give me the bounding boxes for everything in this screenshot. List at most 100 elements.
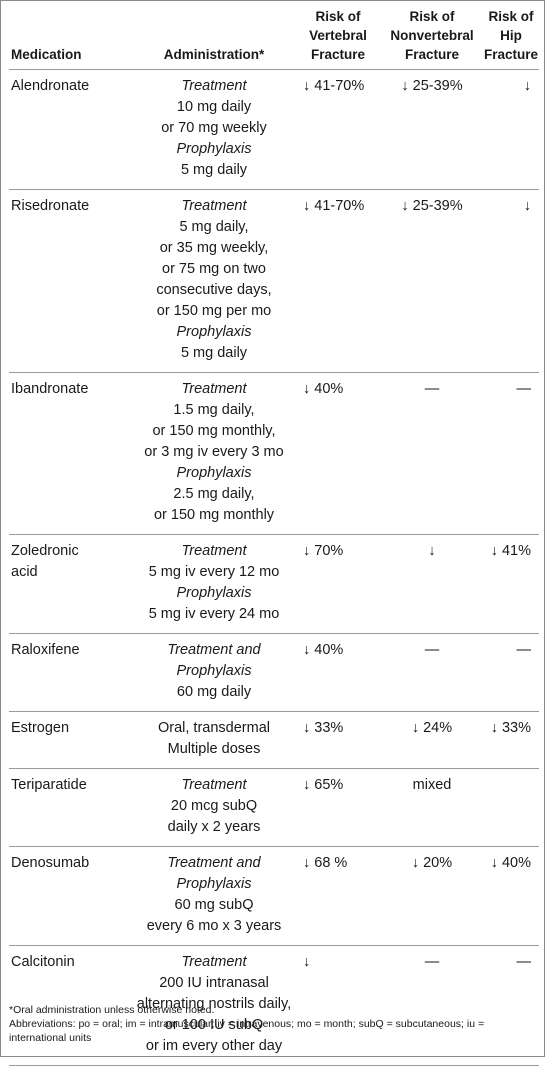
vertebral-risk-value: ↓ 70% (295, 534, 381, 634)
nonvertebral-risk-value: ↓ 24% (381, 711, 483, 769)
table-row: Teriparatide Treatment 20 mcg subQ daily x … (9, 768, 539, 847)
administration-dose: consecutive days, (156, 282, 272, 298)
vertebral-risk-value: ↓ 40% (295, 372, 381, 535)
table-row: Ibandronate Treatment 1.5 mg daily, or 150 … (9, 372, 539, 535)
medication-name: Teriparatide (9, 768, 133, 847)
medication-name: Denosumab (9, 846, 133, 946)
hip-risk-value: ↓ 40% (483, 846, 539, 946)
medication-name-line: Ibandronate (11, 381, 89, 397)
administration-cell: Treatment 1.5 mg daily, or 150 mg monthly,… (133, 372, 295, 535)
table-row: Risedronate Treatment 5 mg daily, or 35 mg … (9, 189, 539, 373)
administration-dose: 10 mg daily (176, 99, 252, 115)
administration-cell: Treatment 20 mcg subQ daily x 2 years (133, 768, 295, 847)
table-row: Alendronate Treatment 10 mg daily or 70 mg … (9, 69, 539, 190)
footnote-oral: *Oral administration unless otherwise no… (9, 1004, 215, 1016)
administration-heading: Treatment (181, 198, 247, 214)
vertebral-risk-value: ↓ 33% (295, 711, 381, 769)
medication-name-line: Zoledronic (11, 543, 79, 559)
administration-dose: or 150 mg monthly, (152, 423, 276, 439)
administration-dose: or 3 mg iv every 3 mo (144, 444, 284, 460)
table-row: Denosumab Treatment and Prophylaxis 60 mg s… (9, 846, 539, 946)
nonvertebral-risk-value: ↓ (381, 534, 483, 634)
administration-heading: Treatment (181, 543, 247, 559)
administration-cell: Treatment and Prophylaxis 60 mg subQ every … (133, 846, 295, 946)
medication-name-line: Risedronate (11, 198, 90, 214)
nonvertebral-risk-value: mixed (381, 768, 483, 847)
nonvertebral-risk-value: — (381, 633, 483, 712)
nonvertebral-risk-value: — (381, 945, 483, 1066)
hip-risk-value: — (483, 945, 539, 1066)
header-row: Medication Administration* Risk of Verte… (9, 7, 539, 70)
medication-name: Calcitonin (9, 945, 133, 1066)
vertebral-risk-value: ↓ 41-70% (295, 69, 381, 190)
administration-dose: 60 mg subQ (174, 897, 254, 913)
administration-dose: 60 mg daily (176, 684, 252, 700)
nonvertebral-risk-value: ↓ 25-39% (381, 69, 483, 190)
administration-dose: every 6 mo x 3 years (146, 918, 282, 934)
medication-name: Estrogen (9, 711, 133, 769)
medication-name-line: acid (11, 564, 38, 580)
medication-name-line: Estrogen (11, 720, 70, 736)
administration-dose: or 100 IU subQ (164, 1017, 264, 1033)
administration-dose: or 35 mg weekly, (159, 240, 269, 256)
header-vertebral-risk: Risk of Vertebral Fracture (295, 7, 381, 70)
nonvertebral-risk-value: ↓ 25-39% (381, 189, 483, 373)
table-row: Zoledronic acid Treatment 5 mg iv every 12 … (9, 534, 539, 634)
nonvertebral-risk-value: ↓ 20% (381, 846, 483, 946)
medication-name: Alendronate (9, 69, 133, 190)
hip-risk-value: ↓ (483, 69, 539, 190)
hip-risk-value: — (483, 633, 539, 712)
administration-dose: or 150 mg monthly (153, 507, 275, 523)
administration-dose: 1.5 mg daily, (173, 402, 255, 418)
header-medication: Medication (9, 7, 133, 70)
administration-heading: Treatment (181, 381, 247, 397)
administration-dose: daily x 2 years (167, 819, 261, 835)
vertebral-risk-value: ↓ 40% (295, 633, 381, 712)
administration-heading: Prophylaxis (176, 324, 252, 340)
table-body: Alendronate Treatment 10 mg daily or 70 mg … (9, 69, 539, 1066)
administration-dose: alternating nostrils daily, (136, 996, 292, 1012)
table-row: Raloxifene Treatment and Prophylaxis 60 mg … (9, 633, 539, 712)
administration-dose: 5 mg iv every 24 mo (148, 606, 280, 622)
medication-name-line: Denosumab (11, 855, 90, 871)
administration-dose: Multiple doses (167, 741, 261, 757)
administration-heading: Prophylaxis (176, 141, 252, 157)
vertebral-risk-value: ↓ 68 % (295, 846, 381, 946)
administration-dose: 5 mg daily (180, 345, 248, 361)
administration-cell: Treatment 10 mg daily or 70 mg weekly Proph… (133, 69, 295, 190)
administration-heading: Prophylaxis (176, 876, 252, 892)
administration-heading: Treatment (181, 78, 247, 94)
administration-dose: or 150 mg per mo (156, 303, 272, 319)
hip-risk-value: ↓ 41% (483, 534, 539, 634)
header-nonvertebral-risk: Risk of Nonvertebral Fracture (381, 7, 483, 70)
medication-name: Risedronate (9, 189, 133, 373)
header-hip-risk: Risk of Hip Fracture (483, 7, 539, 70)
medication-name: Zoledronic acid (9, 534, 133, 634)
administration-dose: 5 mg daily (180, 162, 248, 178)
administration-heading: Treatment (181, 777, 247, 793)
nonvertebral-risk-value: — (381, 372, 483, 535)
header-administration: Administration* (133, 7, 295, 70)
administration-heading: Prophylaxis (176, 663, 252, 679)
medication-name: Ibandronate (9, 372, 133, 535)
administration-cell: Oral, transdermal Multiple doses (133, 711, 295, 769)
administration-dose: 200 IU intranasal (159, 975, 269, 991)
administration-dose: 5 mg daily, (179, 219, 249, 235)
medication-name: Raloxifene (9, 633, 133, 712)
administration-cell: Treatment 5 mg iv every 12 mo Prophylaxis 5… (133, 534, 295, 634)
administration-dose: or 75 mg on two (162, 261, 266, 277)
administration-heading: Prophylaxis (176, 465, 252, 481)
administration-dose: or im every other day (145, 1038, 283, 1054)
hip-risk-value: — (483, 372, 539, 535)
administration-cell: Treatment 5 mg daily, or 35 mg weekly, or 7… (133, 189, 295, 373)
medication-name-line: Raloxifene (11, 642, 80, 658)
administration-dose: Oral, transdermal (157, 720, 270, 736)
hip-risk-value (483, 768, 539, 847)
hip-risk-value: ↓ (483, 189, 539, 373)
administration-dose: 20 mcg subQ (170, 798, 258, 814)
medication-name-line: Alendronate (11, 78, 90, 94)
administration-dose: 5 mg iv every 12 mo (148, 564, 280, 580)
footnotes: *Oral administration unless otherwise no… (9, 1003, 539, 1045)
medication-name-line: Calcitonin (11, 954, 75, 970)
